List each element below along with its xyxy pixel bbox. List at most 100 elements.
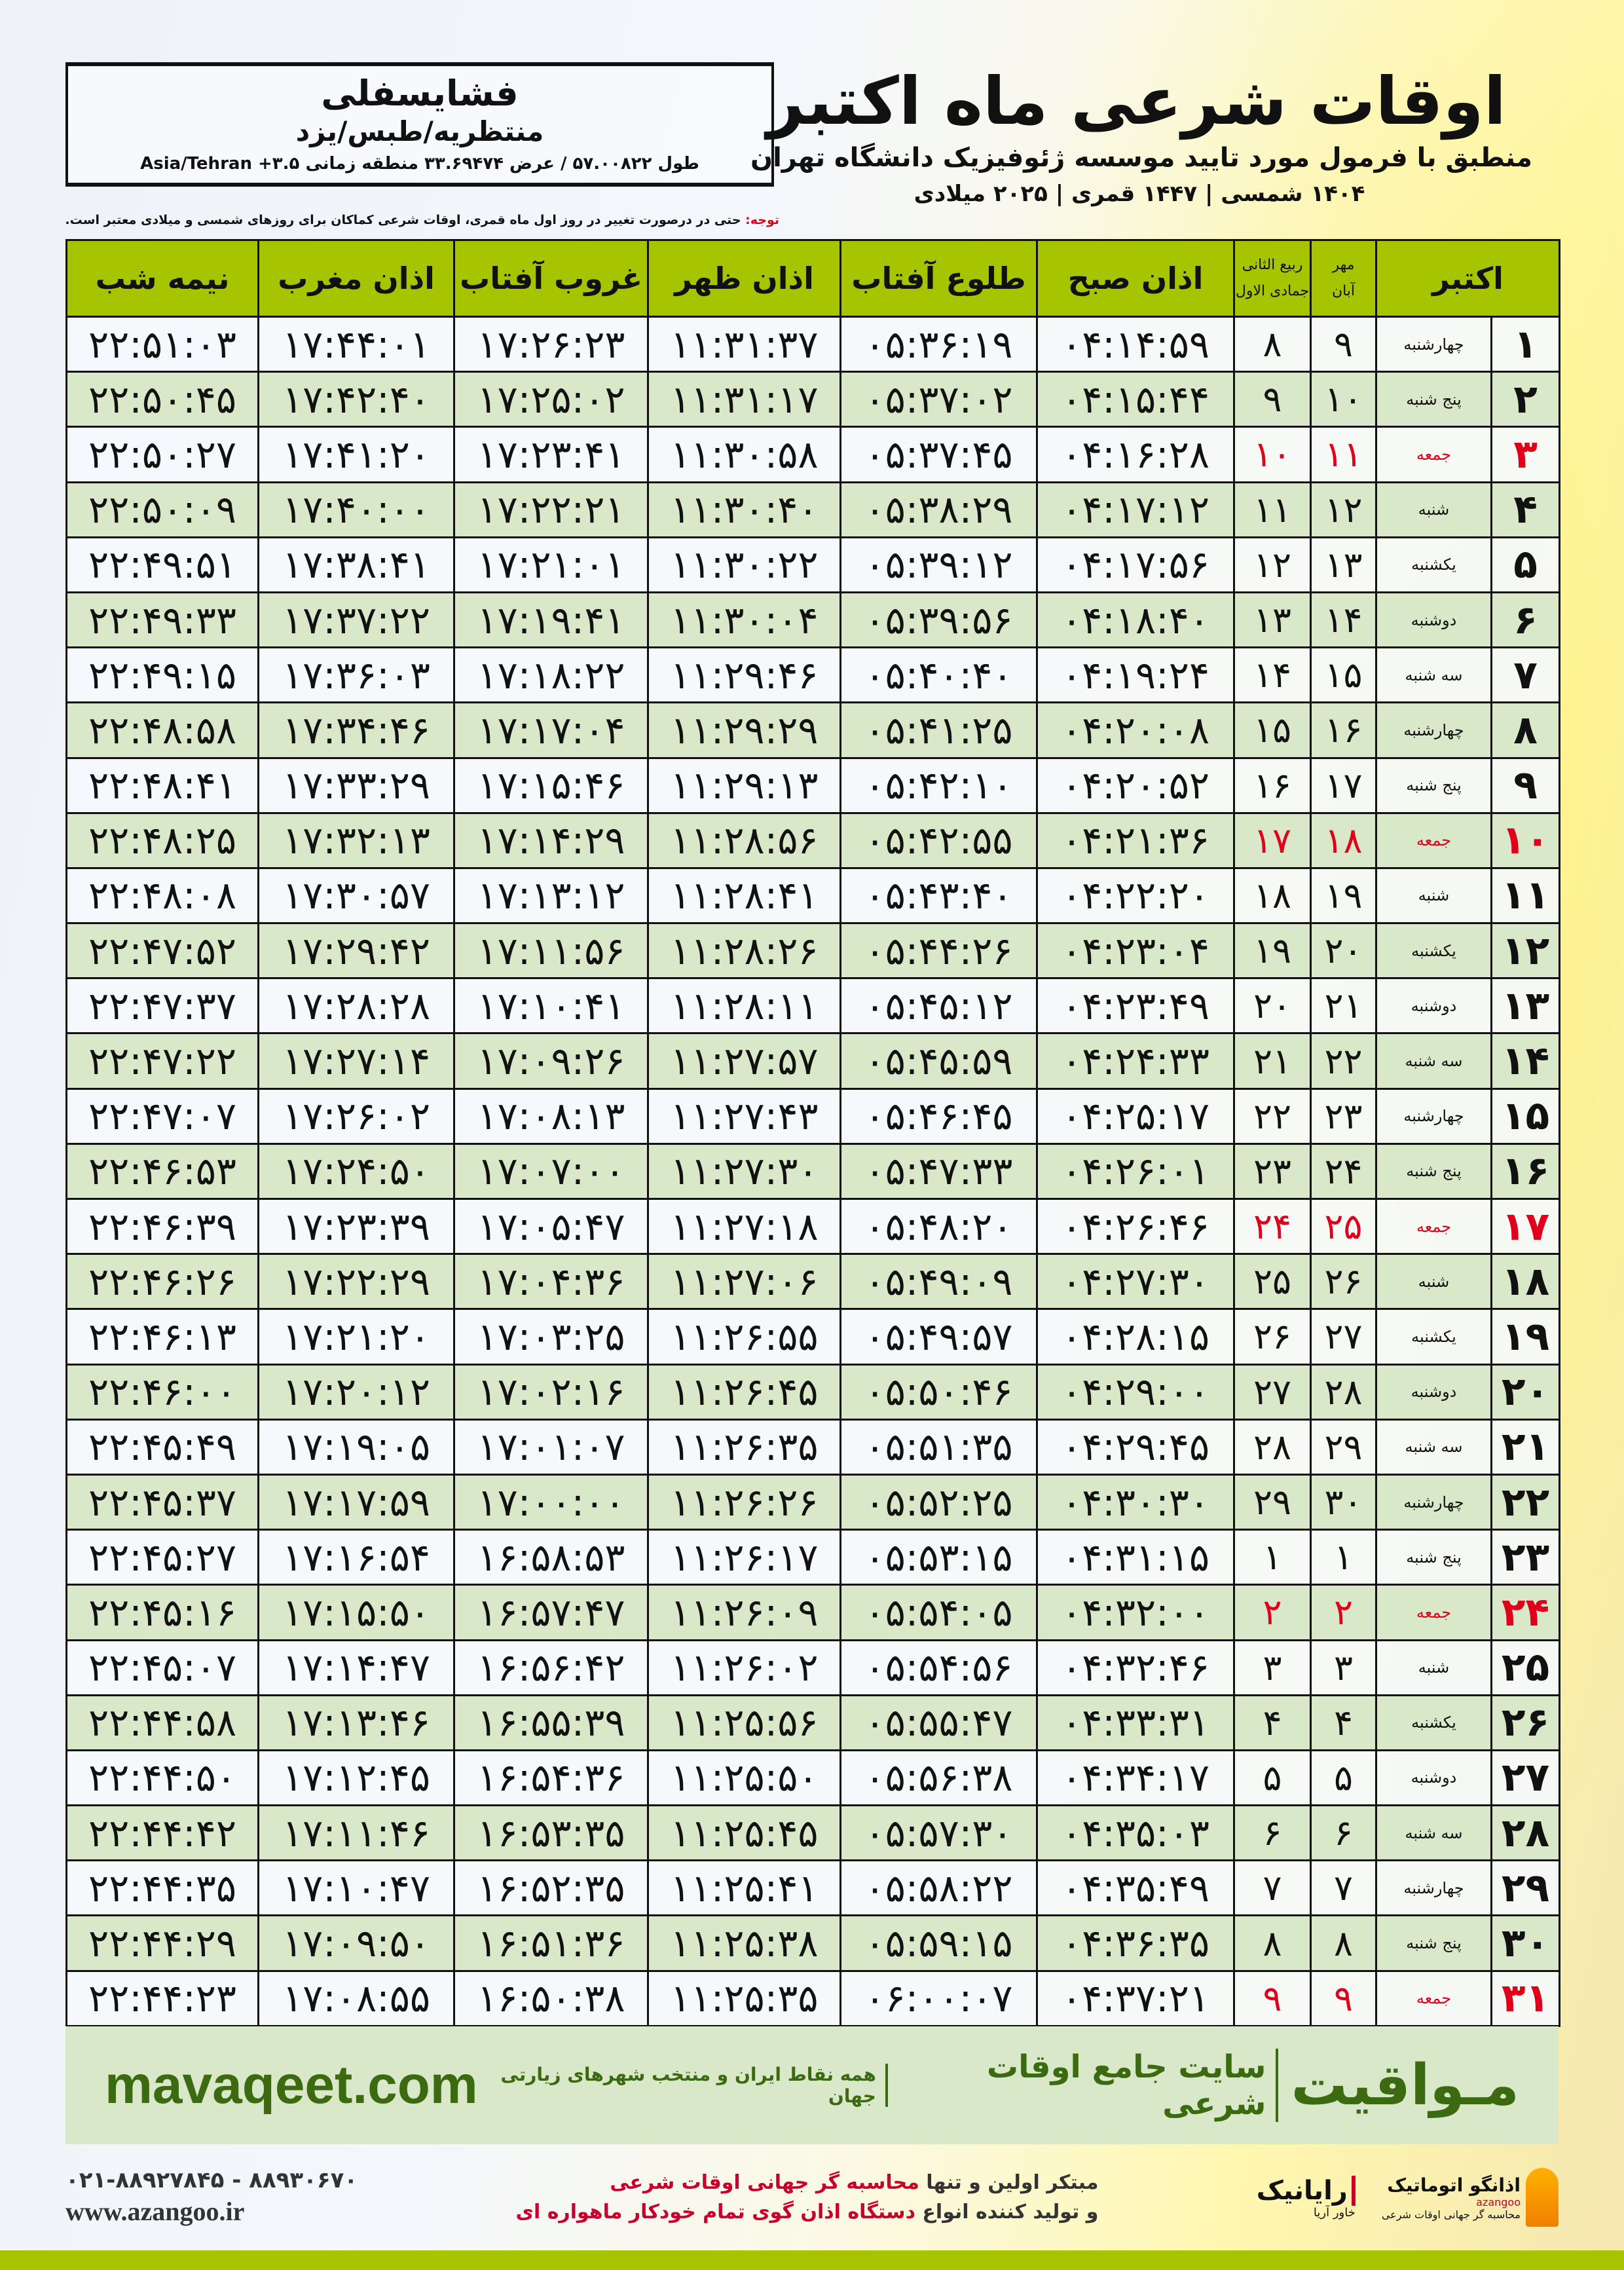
cell-maghrib: ۱۷:۱۹:۰۵ [257,1418,455,1476]
cell-fajr: ۰۴:۱۶:۲۸ [1036,426,1235,483]
cell-shamsi-day: ۱ [1310,1529,1377,1586]
cell-qamari-day: ۲۵ [1233,1253,1312,1311]
cell-maghrib: ۱۷:۳۳:۲۹ [257,756,455,814]
cell-shamsi-day: ۱۹ [1310,866,1377,925]
cell-day: ۲۳ [1490,1529,1561,1586]
cell-shamsi-day: ۲۷ [1310,1308,1377,1366]
cell-fajr: ۰۴:۲۹:۴۵ [1036,1418,1235,1476]
logo1-en: azangoo [1476,2195,1521,2208]
website[interactable]: www.azangoo.ir [65,2197,245,2227]
brand-name: مـواقیت [1291,2053,1520,2118]
site-link[interactable]: mavaqeet.com [105,2055,478,2115]
cell-weekday: پنج شنبه [1375,1529,1493,1586]
cell-qamari-day: ۱۲ [1233,536,1312,593]
cell-weekday: پنج شنبه [1375,371,1493,428]
cell-weekday: چهارشنبه [1375,1859,1493,1917]
cell-day: ۱۹ [1490,1308,1561,1366]
cell-sunset: ۱۶:۵۵:۳۹ [453,1694,649,1751]
cell-weekday: شنبه [1375,481,1493,538]
cell-weekday: سه شنبه [1375,1804,1493,1862]
cell-sunrise: ۰۵:۵۹:۱۵ [840,1914,1038,1972]
cell-sunrise: ۰۵:۵۱:۳۵ [840,1418,1038,1476]
cell-maghrib: ۱۷:۱۰:۴۷ [257,1859,455,1917]
logo1-text: اذانگو اتوماتیک [1387,2174,1521,2196]
cell-qamari-day: ۲۳ [1233,1142,1312,1200]
logo2-sub: خاور آریا [1313,2205,1356,2220]
page-title: اوقات شرعی ماه اکتبر [766,63,1506,140]
cell-day: ۲۷ [1490,1749,1561,1807]
header-fajr: اذان صبح [1036,239,1235,318]
cell-shamsi-day: ۹ [1310,1969,1377,2027]
cell-midnight: ۲۲:۴۴:۳۵ [65,1859,259,1917]
cell-fajr: ۰۴:۲۳:۰۴ [1036,922,1235,980]
cell-sunset: ۱۷:۱۴:۲۹ [453,811,649,869]
title-block: اوقات شرعی ماه اکتبر منطبق با فرمول مورد… [747,63,1532,208]
cell-fajr: ۰۴:۲۷:۳۰ [1036,1253,1235,1311]
cell-midnight: ۲۲:۵۱:۰۳ [65,315,259,373]
cell-dhuhr: ۱۱:۲۹:۱۳ [647,756,841,814]
cell-qamari-day: ۱۴ [1233,646,1312,704]
table-row: ۶ دوشنبه ۱۴ ۱۳ ۰۴:۱۸:۴۰ ۰۵:۳۹:۵۶ ۱۱:۳۰:۰۴ ۱۷:۱۹… [65,591,1561,649]
cell-dhuhr: ۱۱:۲۵:۴۱ [647,1859,841,1917]
cell-midnight: ۲۲:۴۸:۴۱ [65,756,259,814]
cell-weekday: پنج شنبه [1375,756,1493,814]
cell-shamsi-day: ۲۳ [1310,1087,1377,1145]
cell-fajr: ۰۴:۲۰:۵۲ [1036,756,1235,814]
cell-dhuhr: ۱۱:۲۵:۳۵ [647,1969,841,2027]
cell-sunrise: ۰۵:۴۳:۴۰ [840,866,1038,925]
cell-sunset: ۱۷:۱۱:۵۶ [453,922,649,980]
cell-maghrib: ۱۷:۴۰:۰۰ [257,481,455,538]
cell-sunrise: ۰۵:۵۷:۳۰ [840,1804,1038,1862]
cell-sunset: ۱۶:۵۱:۳۶ [453,1914,649,1972]
cell-day: ۷ [1490,646,1561,704]
cell-midnight: ۲۲:۴۴:۵۸ [65,1694,259,1751]
cell-qamari-day: ۸ [1233,1914,1312,1972]
cell-shamsi-day: ۹ [1310,315,1377,373]
cell-qamari-day: ۲۶ [1233,1308,1312,1366]
cell-maghrib: ۱۷:۲۸:۲۸ [257,977,455,1035]
cell-midnight: ۲۲:۴۸:۵۸ [65,701,259,759]
cell-fajr: ۰۴:۲۹:۰۰ [1036,1363,1235,1421]
cell-sunset: ۱۷:۲۳:۴۱ [453,426,649,483]
cell-dhuhr: ۱۱:۲۶:۵۵ [647,1308,841,1366]
cell-fajr: ۰۴:۳۴:۱۷ [1036,1749,1235,1807]
cell-sunrise: ۰۵:۴۷:۳۳ [840,1142,1038,1200]
table-row: ۱۵ چهارشنبه ۲۳ ۲۲ ۰۴:۲۵:۱۷ ۰۵:۴۶:۴۵ ۱۱:۲۷:۴۳ ۱۷… [65,1087,1561,1145]
cell-fajr: ۰۴:۲۸:۱۵ [1036,1308,1235,1366]
cell-sunrise: ۰۵:۵۴:۵۶ [840,1639,1038,1696]
cell-sunrise: ۰۵:۴۵:۱۲ [840,977,1038,1035]
cell-sunrise: ۰۵:۴۹:۵۷ [840,1308,1038,1366]
cell-fajr: ۰۴:۲۵:۱۷ [1036,1087,1235,1145]
cell-sunrise: ۰۵:۴۹:۰۹ [840,1253,1038,1311]
cell-sunset: ۱۷:۰۹:۲۶ [453,1032,649,1090]
header-sunset: غروب آفتاب [453,239,649,318]
header-row: اکتبر مهر آبان ربیع الثانی جمادی الاول اذا… [65,239,1561,318]
cell-sunrise: ۰۶:۰۰:۰۷ [840,1969,1038,2027]
cell-maghrib: ۱۷:۲۷:۱۴ [257,1032,455,1090]
cell-sunrise: ۰۵:۳۹:۱۲ [840,536,1038,593]
cell-qamari-day: ۸ [1233,315,1312,373]
cell-day: ۱۷ [1490,1197,1561,1256]
cell-maghrib: ۱۷:۳۰:۵۷ [257,866,455,925]
cell-weekday: شنبه [1375,1639,1493,1696]
cell-sunrise: ۰۵:۳۸:۲۹ [840,481,1038,538]
cell-maghrib: ۱۷:۲۳:۳۹ [257,1197,455,1256]
cell-shamsi-day: ۱۷ [1310,756,1377,814]
cell-midnight: ۲۲:۵۰:۰۹ [65,481,259,538]
cell-maghrib: ۱۷:۲۰:۱۲ [257,1363,455,1421]
cell-midnight: ۲۲:۵۰:۴۵ [65,371,259,428]
cell-day: ۹ [1490,756,1561,814]
cell-weekday: دوشنبه [1375,591,1493,649]
cell-midnight: ۲۲:۴۶:۲۶ [65,1253,259,1311]
cell-sunset: ۱۷:۲۶:۲۳ [453,315,649,373]
cell-sunset: ۱۷:۲۵:۰۲ [453,371,649,428]
brand: مـواقیت سایت جامع اوقات شرعی همه نقاط ای… [478,2049,1519,2122]
cell-weekday: یکشنبه [1375,1308,1493,1366]
cell-maghrib: ۱۷:۲۶:۰۲ [257,1087,455,1145]
cell-qamari-day: ۱۹ [1233,922,1312,980]
cell-midnight: ۲۲:۴۶:۰۰ [65,1363,259,1421]
cell-midnight: ۲۲:۴۶:۱۳ [65,1308,259,1366]
table-row: ۱۱ شنبه ۱۹ ۱۸ ۰۴:۲۲:۲۰ ۰۵:۴۳:۴۰ ۱۱:۲۸:۴۱ ۱۷:۱۳:… [65,866,1561,925]
cell-maghrib: ۱۷:۱۴:۴۷ [257,1639,455,1696]
cell-sunrise: ۰۵:۴۴:۲۶ [840,922,1038,980]
